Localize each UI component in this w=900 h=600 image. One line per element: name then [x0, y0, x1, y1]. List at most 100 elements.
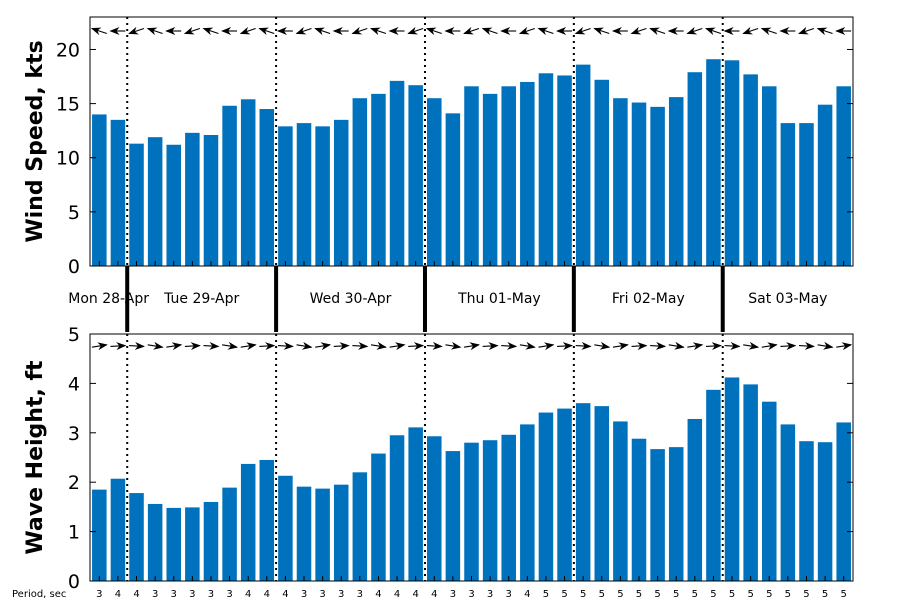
wind-bar	[240, 99, 256, 266]
wind-bar	[427, 98, 442, 266]
wave-bar	[520, 424, 535, 581]
wind-bar	[743, 74, 758, 266]
wave-bar	[408, 427, 423, 581]
period-value: 5	[803, 589, 809, 600]
period-value: 3	[208, 589, 214, 600]
wind-bar	[92, 114, 107, 267]
period-value: 4	[115, 589, 121, 600]
wind-direction-arrow	[742, 26, 759, 35]
wind-bar	[278, 126, 293, 266]
wave-direction-arrow	[631, 342, 648, 351]
wave-direction-arrow	[817, 341, 834, 350]
wave-bar	[296, 486, 312, 581]
wave-bar	[817, 442, 833, 581]
wave-bar	[222, 487, 237, 581]
wave-y-tick-label: 3	[68, 423, 80, 445]
wave-direction-arrow	[222, 341, 239, 350]
wave-direction-arrow	[612, 342, 629, 351]
wind-bar	[687, 72, 703, 267]
period-value: 5	[710, 589, 716, 600]
wave-bar	[278, 475, 293, 581]
period-value: 3	[506, 589, 512, 600]
period-value: 5	[580, 589, 586, 600]
wave-axes-box	[89, 333, 854, 582]
wave-bar	[594, 406, 610, 581]
period-value: 3	[487, 589, 493, 600]
wind-bar	[575, 64, 591, 266]
wave-direction-arrow	[389, 342, 406, 351]
period-value: 5	[729, 589, 735, 600]
wind-y-axis-label: Wind Speed, kts	[23, 40, 48, 242]
wind-bar	[631, 102, 647, 266]
period-value: 5	[561, 589, 567, 600]
wave-direction-arrow	[836, 342, 853, 351]
wind-bar	[706, 59, 721, 266]
wave-direction-arrow	[445, 341, 462, 350]
wave-direction-arrow	[147, 341, 164, 350]
wave-y-tick-label: 0	[68, 571, 80, 593]
wind-panel: 0 5 10 15 20 Wind Speed, kts	[23, 16, 854, 278]
wind-bar	[613, 98, 628, 266]
period-row: Period, sec 3 4 4 3 3 3 3 3 4 4 4 3 3 3 3 4 4 4 4 3 3 3 3 4 5 5 5 5…	[12, 589, 847, 600]
wave-panel: 0 1 2 3 4 5 Wave Height, ft	[23, 324, 854, 593]
wave-y-tick-label: 5	[68, 324, 80, 346]
wave-bar	[836, 422, 851, 581]
wind-direction-arrow	[481, 27, 498, 36]
period-value: 5	[636, 589, 642, 600]
wave-direction-arrow	[129, 341, 145, 350]
wave-y-tick-label: 1	[68, 522, 80, 544]
wind-direction-arrow	[686, 26, 703, 35]
wind-bar	[371, 93, 386, 267]
period-value: 5	[785, 589, 791, 600]
wave-bar	[613, 421, 628, 581]
wind-bar	[650, 106, 665, 266]
wave-direction-arrow	[296, 341, 313, 350]
wave-direction-arrows	[91, 341, 853, 351]
wave-direction-arrow	[724, 341, 741, 350]
wind-bar	[668, 97, 684, 266]
wave-y-tick-label: 2	[68, 472, 80, 494]
wind-direction-arrow	[518, 26, 535, 35]
period-value: 3	[226, 589, 232, 600]
period-value: 3	[189, 589, 195, 600]
wave-bar	[147, 503, 163, 581]
wind-direction-arrow	[183, 26, 200, 35]
wave-bar	[557, 408, 572, 581]
period-value: 4	[394, 589, 400, 600]
wave-y-axis: 0 1 2 3 4 5	[68, 324, 853, 593]
wind-bar	[724, 60, 740, 266]
wave-direction-arrow	[780, 342, 797, 351]
wind-bars	[92, 59, 851, 267]
wind-y-tick-label: 0	[68, 256, 80, 278]
wave-bar	[389, 435, 405, 581]
wave-direction-arrow	[333, 342, 350, 351]
wave-bar	[482, 440, 498, 581]
wind-bar	[408, 85, 423, 266]
wave-bar	[166, 507, 182, 581]
wave-bar	[724, 377, 740, 581]
wind-bar	[464, 86, 479, 266]
wave-bar	[743, 384, 758, 581]
wind-y-tick-label: 15	[56, 94, 80, 116]
wind-bar	[780, 123, 796, 266]
wind-bar	[129, 143, 144, 266]
wind-direction-arrow	[649, 27, 666, 36]
wind-direction-arrow	[258, 27, 275, 36]
wave-direction-arrow	[519, 341, 536, 350]
wave-direction-arrow	[203, 341, 220, 350]
wind-direction-arrow	[574, 26, 591, 35]
wind-bar	[594, 79, 610, 266]
wind-direction-arrow	[630, 26, 647, 35]
wave-bar	[240, 463, 256, 581]
wave-direction-arrow	[501, 341, 518, 350]
wind-bar	[817, 104, 833, 266]
wind-bar	[296, 123, 312, 266]
period-value: 4	[282, 589, 288, 600]
wave-bar	[631, 438, 647, 581]
wave-bar	[780, 424, 796, 581]
period-value: 4	[245, 589, 251, 600]
wave-bar	[203, 501, 219, 581]
wave-bar	[445, 451, 461, 581]
period-value: 4	[412, 589, 418, 600]
